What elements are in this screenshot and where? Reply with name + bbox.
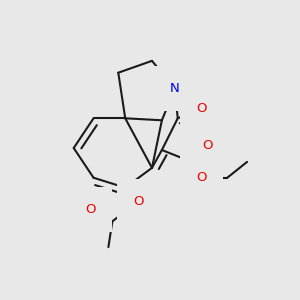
Text: N: N <box>170 82 180 95</box>
Text: O: O <box>202 139 213 152</box>
Text: O: O <box>196 171 207 184</box>
Text: O: O <box>85 203 96 216</box>
Text: O: O <box>196 102 207 115</box>
Text: O: O <box>133 195 143 208</box>
